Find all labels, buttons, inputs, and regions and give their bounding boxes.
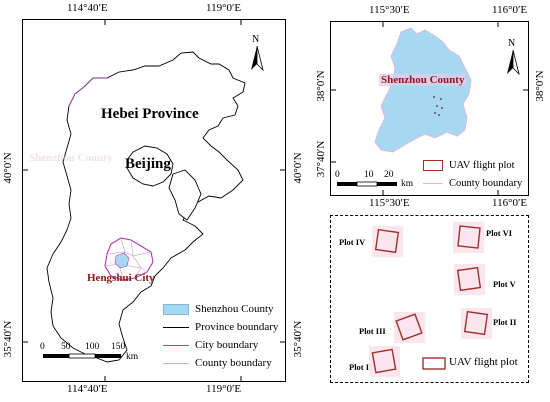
inset-scale-tick-0: 0: [335, 170, 340, 180]
inset-shenzhou-label: Shenzhou County: [379, 74, 467, 86]
main-scale-unit: km: [126, 352, 139, 362]
legend-county-swatch: [163, 362, 189, 364]
legend-shenzhou-swatch: [163, 303, 189, 315]
main-north-arrow: [251, 45, 264, 72]
inset-north-label: N: [508, 38, 516, 49]
inset-scale-tick-10: 10: [364, 170, 374, 180]
plots-canvas: [369, 222, 492, 377]
inset-scale-unit: km: [401, 179, 414, 189]
hebei-province-label: Hebei Province: [101, 106, 199, 122]
plots-legend-swatch: [422, 357, 446, 370]
inset-north-arrow: [507, 49, 520, 76]
main-north-label: N: [252, 34, 260, 45]
legend-province-label: Province boundary: [195, 321, 279, 333]
main-left-tick-2: 35°40′N: [2, 320, 14, 358]
inset-scale-bar: [337, 181, 397, 187]
legend-shenzhou-label: Shenzhou County: [195, 303, 274, 315]
inset-left-tick-1: 38°0′N: [315, 70, 327, 102]
legend-shenzhou-county: Shenzhou County: [163, 303, 274, 315]
inset-bottom-tick-1: 115°30′E: [369, 197, 410, 209]
main-right-tick-1: 40°0′N: [292, 152, 304, 184]
tianjin-boundary: [168, 169, 202, 221]
plot-i-label: Plot I: [349, 362, 370, 372]
inset-top-tick-1: 115°30′E: [369, 4, 410, 16]
plots-legend-label: UAV flight plot: [449, 356, 518, 368]
main-map-canvas: [23, 20, 285, 381]
main-top-tick-1: 114°40′E: [67, 2, 108, 14]
legend-city-label: City boundary: [195, 339, 259, 351]
inset-map-frame: N Shenzhou County 0 10 20 km UAV flight …: [330, 21, 529, 196]
shenzhou-county-area: [114, 252, 130, 269]
plot-v-label: Plot V: [493, 279, 516, 289]
legend-county-label: County boundary: [195, 357, 272, 369]
inset-map-canvas: [331, 22, 528, 195]
inset-legend-county-swatch: [423, 183, 443, 184]
plot-iii-square: [395, 313, 423, 341]
inset-plot-markers: [433, 96, 443, 116]
inset-legend-uav-plot: UAV flight plot: [423, 160, 515, 171]
main-scale-tick-100: 100: [85, 342, 100, 352]
plot-vi-label: Plot VI: [486, 228, 513, 238]
main-scale-tick-50: 50: [61, 342, 71, 352]
beijing-label: Beijing: [125, 156, 171, 172]
plot-ii-square: [463, 310, 489, 336]
legend-province-swatch: [163, 326, 189, 328]
main-bottom-tick-1: 114°40′E: [67, 383, 108, 395]
main-scale-tick-150: 150: [111, 342, 126, 352]
inset-scale-tick-20: 20: [384, 170, 394, 180]
inset-legend-uav-label: UAV flight plot: [449, 160, 515, 171]
plot-vi-square: [457, 225, 481, 249]
hebei-province-boundary: [46, 51, 246, 363]
plot-iv-square: [374, 228, 400, 254]
shenzhou-county-shape: [374, 27, 472, 153]
plots-panel: Plot IV Plot VI Plot V Plot III Plot II …: [330, 215, 529, 383]
plot-iv-label: Plot IV: [339, 237, 366, 247]
main-scale-bar: [43, 353, 121, 359]
legend-province-boundary: Province boundary: [163, 321, 278, 333]
inset-bottom-tick-2: 116°0′E: [492, 197, 528, 209]
main-bottom-tick-2: 119°0′E: [206, 383, 242, 395]
inset-top-tick-2: 116°0′E: [492, 4, 528, 16]
inset-legend-county-boundary: County boundary: [423, 178, 522, 189]
inset-left-tick-2: 37°40′N: [315, 140, 327, 178]
inset-legend-uav-swatch: [423, 160, 443, 171]
ghost-shenzhou-label: Shenzhou County: [29, 152, 113, 164]
inset-legend-county-label: County boundary: [449, 178, 523, 189]
main-right-tick-2: 35°40′N: [292, 320, 304, 358]
main-top-tick-2: 119°0′E: [206, 2, 242, 14]
plot-ii-label: Plot II: [493, 317, 517, 327]
plot-v-square: [456, 266, 482, 292]
main-map-frame: N Hebei Province Shenzhou County Beijing…: [22, 19, 286, 382]
plot-i-square: [371, 348, 397, 374]
inset-right-tick-1: 38°0′N: [534, 70, 546, 102]
main-scale-tick-0: 0: [40, 342, 45, 352]
legend-county-boundary: County boundary: [163, 357, 272, 369]
beijing-boundary: [126, 145, 174, 187]
plot-halos: [369, 222, 492, 377]
plot-iii-label: Plot III: [359, 326, 386, 336]
legend-city-swatch: [163, 344, 189, 346]
main-left-tick-1: 40°0′N: [2, 152, 14, 184]
main-map-ticks: [23, 20, 285, 381]
hengshui-city-label: Hengshui City: [87, 272, 155, 284]
legend-city-boundary: City boundary: [163, 339, 258, 351]
